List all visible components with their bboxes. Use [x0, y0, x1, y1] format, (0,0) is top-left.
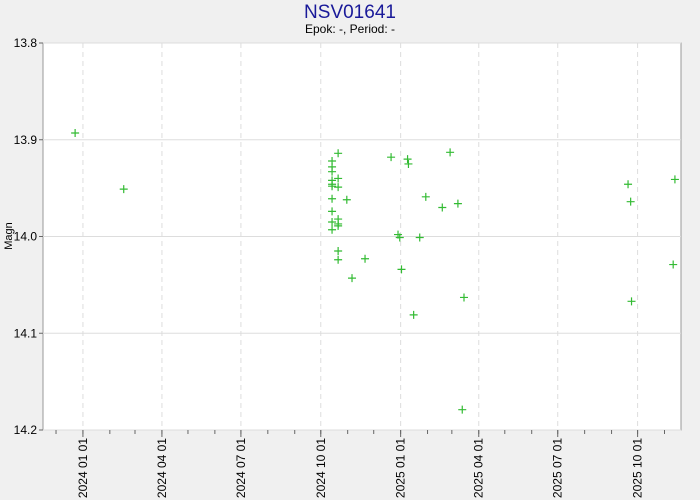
- data-point: [328, 182, 337, 191]
- data-point: [395, 233, 404, 242]
- data-point: [627, 297, 636, 306]
- x-tick-label: 2024 01 01: [76, 438, 90, 498]
- data-point: [342, 195, 351, 204]
- data-point: [334, 149, 343, 158]
- data-point: [446, 148, 455, 157]
- data-point: [334, 174, 343, 183]
- x-tick-label: 2025 07 01: [551, 438, 565, 498]
- y-axis-label: Magn: [3, 222, 15, 250]
- x-tick-label: 2025 01 01: [394, 438, 408, 498]
- data-point: [421, 192, 430, 201]
- chart-title: NSV01641: [304, 2, 396, 23]
- data-point: [334, 247, 343, 256]
- data-point: [361, 254, 370, 263]
- y-tick-label: 14.1: [14, 326, 38, 340]
- data-point: [334, 221, 343, 230]
- data-point: [626, 197, 635, 206]
- x-tick-label: 2025 04 01: [472, 438, 486, 498]
- data-point: [328, 194, 337, 203]
- data-point: [119, 185, 128, 194]
- y-tick-label: 13.8: [14, 36, 38, 50]
- y-tick-label: 14.2: [14, 423, 38, 437]
- data-point: [348, 274, 357, 283]
- data-point: [459, 293, 468, 302]
- data-point: [334, 255, 343, 264]
- y-tick-label: 13.9: [14, 133, 38, 147]
- x-tick-label: 2024 04 01: [155, 438, 169, 498]
- x-tick-label: 2025 10 01: [631, 438, 645, 498]
- data-point: [453, 199, 462, 208]
- data-point: [387, 153, 396, 162]
- data-point: [670, 175, 679, 184]
- data-point: [328, 225, 337, 234]
- data-point: [438, 203, 447, 212]
- data-point: [415, 233, 424, 242]
- data-point: [397, 265, 406, 274]
- data-point: [409, 310, 418, 319]
- x-tick-label: 2024 07 01: [234, 438, 248, 498]
- data-point: [458, 405, 467, 414]
- data-point: [403, 155, 412, 164]
- x-tick-label: 2024 10 01: [314, 438, 328, 498]
- data-point: [328, 207, 337, 216]
- data-point: [669, 260, 678, 269]
- data-point: [328, 167, 337, 176]
- chart-subtitle: Epok: -, Period: -: [305, 22, 395, 36]
- data-point: [328, 217, 337, 226]
- data-point: [334, 183, 343, 192]
- y-tick-label: 14.0: [14, 230, 38, 244]
- data-point: [624, 180, 633, 189]
- data-point: [71, 128, 80, 137]
- data-point: [404, 159, 413, 168]
